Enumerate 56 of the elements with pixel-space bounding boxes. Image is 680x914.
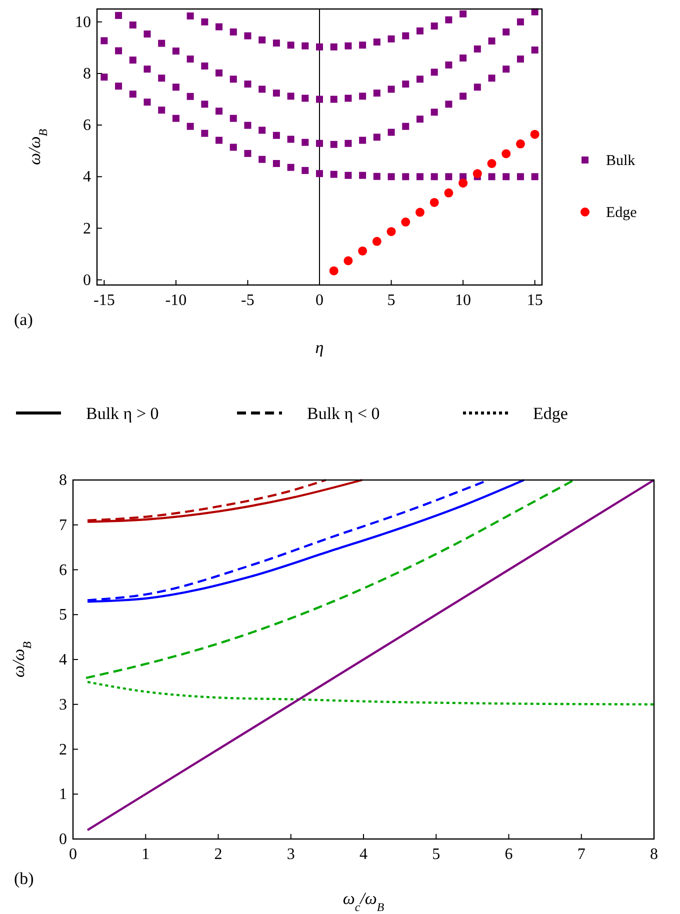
y-tick-label: 2 — [59, 741, 67, 758]
x-tick-label: -5 — [241, 292, 254, 309]
point — [386, 227, 396, 236]
point — [458, 178, 468, 188]
text: Edge — [533, 404, 568, 423]
y-tick-label: 5 — [59, 606, 67, 624]
y-tick-label: 8 — [83, 65, 91, 82]
legend-label: Edge — [606, 205, 638, 221]
y-tick-label: 3 — [59, 696, 67, 714]
point — [472, 169, 482, 178]
point — [487, 159, 496, 168]
point — [415, 208, 424, 217]
point — [329, 266, 338, 276]
x-tick-label: 6 — [504, 846, 513, 863]
x-tick-label: 1 — [142, 846, 150, 863]
x-tick-label: -15 — [94, 292, 115, 309]
point — [372, 236, 382, 246]
line-series — [86, 680, 656, 706]
x-axis-title: η — [315, 338, 324, 357]
text: (a) — [14, 310, 33, 329]
text: Bulk η > 0 — [86, 404, 159, 423]
x-tick-label: 3 — [286, 846, 295, 863]
x-tick-label: 5 — [432, 846, 440, 863]
x-tick-label: 4 — [360, 846, 368, 863]
x-tick-label: 8 — [650, 846, 658, 863]
x-axis-title: ω$_{c}$/ω$_{B}$ — [342, 889, 384, 914]
legend-label: Bulk — [606, 153, 636, 169]
x-tick-label: 7 — [577, 846, 586, 863]
y-tick-label: 4 — [59, 652, 67, 668]
x-tick-label: 10 — [455, 292, 472, 309]
y-tick-label: 6 — [59, 562, 67, 579]
text: Bulk η < 0 — [307, 404, 380, 423]
point — [358, 246, 368, 256]
point — [401, 218, 410, 227]
y-tick-label: 10 — [75, 14, 91, 31]
text: (b) — [14, 869, 34, 888]
y-tick-label: 8 — [59, 472, 67, 489]
y-tick-label: 7 — [59, 516, 67, 534]
point — [530, 130, 540, 139]
point — [502, 149, 511, 158]
y-tick-label: 0 — [59, 831, 67, 848]
y-tick-label: 0 — [83, 272, 91, 289]
x-tick-label: 5 — [387, 292, 396, 309]
x-tick-label: 0 — [316, 292, 324, 309]
point — [344, 256, 353, 266]
y-tick-label: 6 — [83, 117, 91, 134]
y-tick-label: 4 — [83, 168, 91, 186]
x-tick-label: 15 — [526, 292, 543, 309]
point — [430, 198, 439, 207]
line-series — [84, 478, 576, 679]
y-tick-label: 1 — [59, 786, 67, 804]
point — [444, 188, 454, 198]
x-tick-label: 2 — [214, 846, 222, 863]
y-tick-label: 2 — [83, 220, 91, 238]
x-tick-label: -10 — [165, 292, 187, 309]
point — [516, 139, 525, 148]
